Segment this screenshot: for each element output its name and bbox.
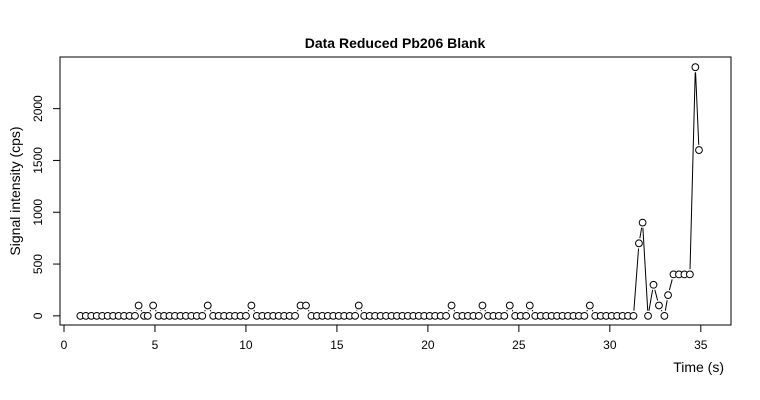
data-point (629, 311, 638, 320)
data-series (76, 63, 703, 320)
series-line-segment (155, 309, 157, 312)
x-axis: 0 5 10 15 20 25 30 35 (61, 324, 708, 352)
series-line-segment (633, 248, 640, 311)
x-tick-label: 25 (512, 338, 526, 352)
data-point (685, 270, 694, 279)
series-line-segment (247, 309, 250, 312)
x-tick-label: 35 (694, 338, 708, 352)
series-line-segment (639, 227, 643, 239)
data-point (522, 311, 531, 320)
x-axis-label: Time (s) (673, 359, 724, 375)
series-line-segment (689, 72, 696, 270)
data-point (655, 301, 663, 310)
series-line-segment (695, 72, 700, 145)
series-line-segment (591, 309, 594, 312)
data-point (505, 301, 514, 310)
chart-title: Data Reduced Pb206 Blank (305, 35, 486, 51)
y-tick-label: 0 (31, 312, 45, 319)
data-point (203, 301, 212, 310)
data-point (660, 311, 669, 320)
data-point (302, 301, 310, 310)
series-line-segment (204, 309, 206, 312)
data-point (149, 301, 158, 310)
data-point (351, 311, 360, 320)
data-point (478, 301, 487, 310)
x-tick-label: 5 (152, 338, 159, 352)
y-tick-label: 1000 (31, 199, 45, 226)
data-point (291, 311, 299, 320)
series-line-segment (511, 309, 514, 312)
y-axis-label: Signal intensity (cps) (7, 126, 23, 255)
data-point (638, 218, 647, 227)
series-line-segment (586, 309, 588, 312)
data-point (143, 311, 152, 320)
series-line-segment (307, 309, 310, 312)
data-point (649, 280, 658, 289)
data-point (247, 301, 256, 310)
data-point (644, 311, 652, 320)
data-point (635, 239, 643, 248)
series-line-segment (297, 309, 299, 312)
series-line-segment (448, 309, 450, 312)
series-line-segment (484, 309, 486, 312)
y-tick-label: 1500 (31, 147, 45, 174)
series-line-segment (453, 309, 456, 312)
series-line-segment (149, 309, 152, 312)
data-point (500, 311, 509, 320)
x-tick-label: 10 (239, 338, 253, 352)
series-line-segment (531, 309, 534, 312)
data-point (525, 301, 534, 310)
series-line-segment (253, 309, 255, 312)
series-line-segment (648, 289, 654, 311)
data-point (442, 311, 450, 320)
series-line-segment (668, 279, 673, 291)
series-line-segment (660, 309, 663, 312)
data-point (695, 146, 703, 154)
y-tick-label: 500 (31, 254, 45, 274)
series-line-segment (360, 309, 363, 312)
x-tick-label: 30 (603, 338, 617, 352)
series-line-segment (140, 309, 143, 312)
data-point (580, 311, 589, 320)
data-point (198, 311, 207, 320)
data-point (585, 301, 594, 310)
data-point (691, 63, 700, 72)
data-point (664, 291, 672, 300)
series-line-segment (506, 309, 508, 312)
data-point (242, 311, 250, 320)
x-tick-label: 15 (330, 338, 344, 352)
series-line-segment (209, 309, 212, 312)
data-point (447, 301, 456, 310)
y-tick-label: 2000 (31, 95, 45, 122)
series-line-segment (664, 300, 668, 311)
data-point (474, 311, 483, 320)
plot-frame (59, 56, 732, 326)
x-tick-label: 0 (61, 338, 68, 352)
series-line-segment (654, 289, 659, 301)
y-axis: 0 500 1000 1500 2000 (31, 95, 61, 319)
series-line-segment (642, 227, 649, 311)
data-point (134, 301, 143, 310)
x-tick-label: 20 (421, 338, 435, 352)
data-point (354, 301, 363, 310)
data-point (131, 311, 139, 320)
